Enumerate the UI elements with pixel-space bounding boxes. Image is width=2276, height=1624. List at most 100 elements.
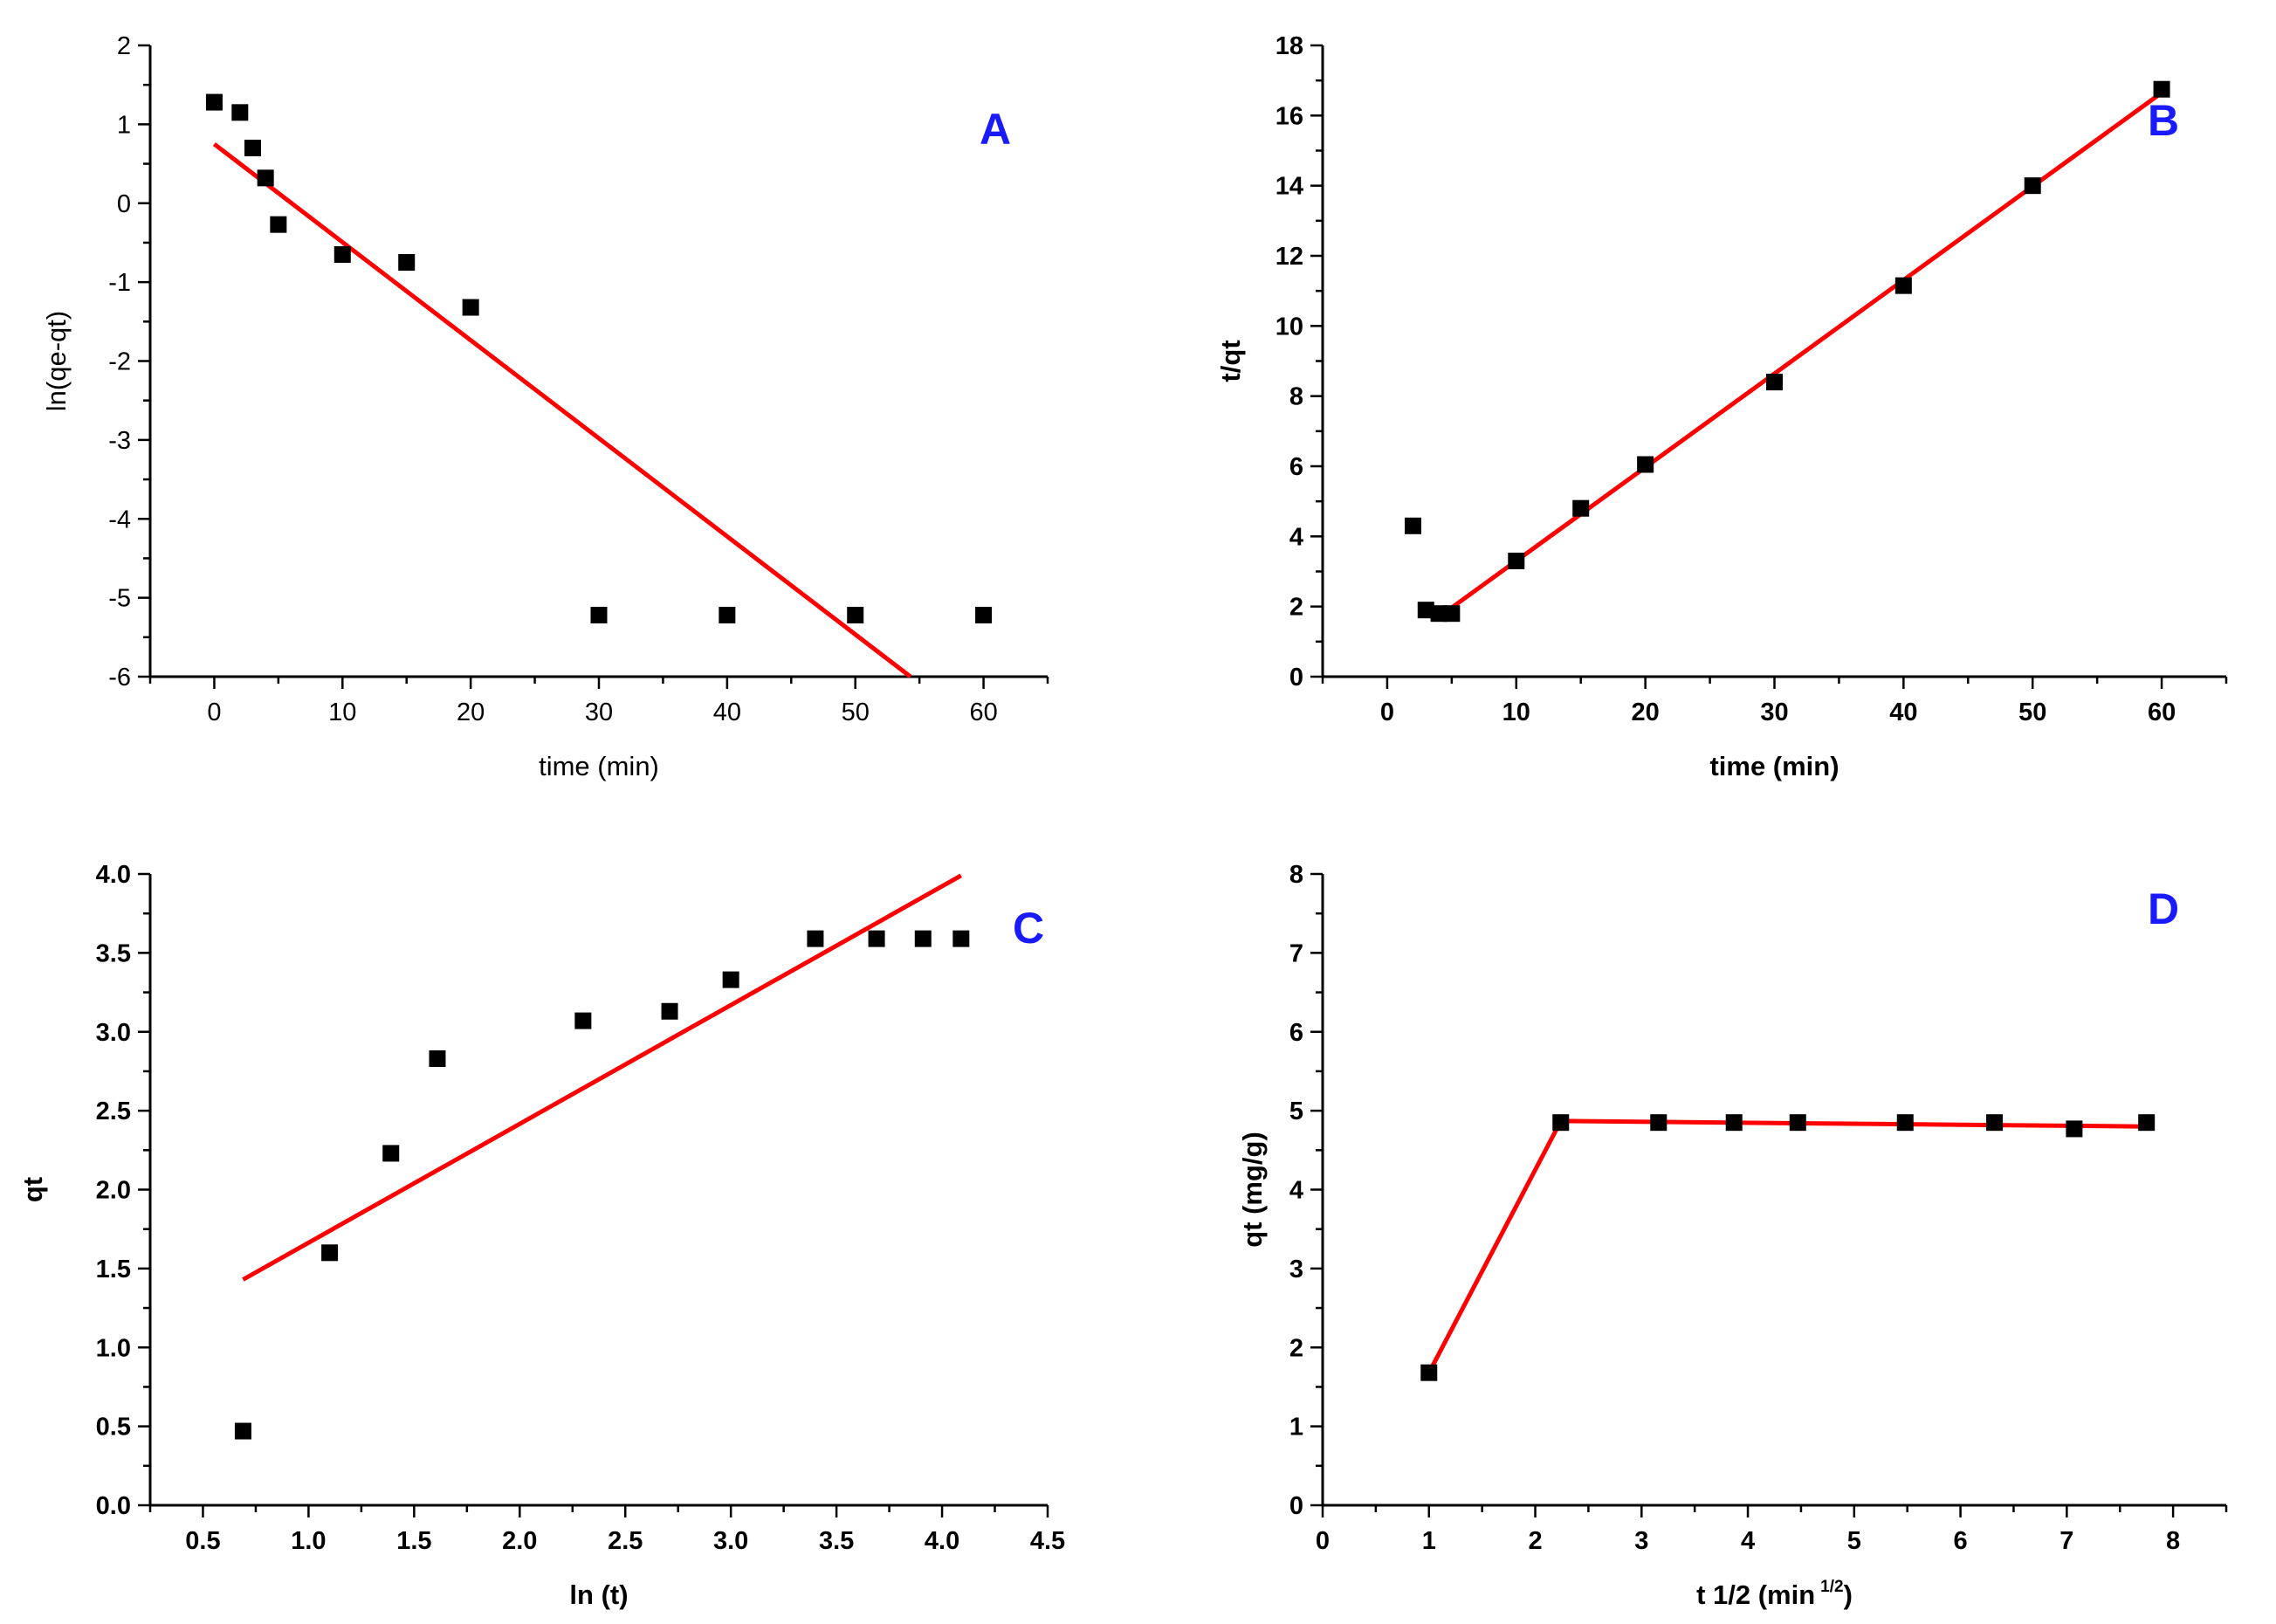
data-point <box>1572 499 1590 517</box>
y-tick-label: 1 <box>117 111 131 139</box>
y-tick-label: 16 <box>1276 102 1303 130</box>
y-tick-label: -2 <box>108 348 131 376</box>
x-tick-label: 30 <box>585 698 613 726</box>
y-tick-label: 2.5 <box>96 1098 131 1125</box>
panel-b-pseudo-second-order: 0 10 20 30 40 50 60 0 2 4 6 8 10 12 14 16 18 time (min) t/… <box>1215 32 2228 781</box>
data-point <box>1405 517 1421 534</box>
x-tick-label: 1.0 <box>291 1527 326 1555</box>
data-point <box>1443 605 1461 623</box>
y-tick-label: 0.0 <box>96 1492 131 1520</box>
x-tick-label: 10 <box>328 698 356 726</box>
data-point <box>574 1012 592 1029</box>
y-tick-label: 0 <box>117 190 131 218</box>
data-point <box>1766 374 1783 391</box>
data-point <box>1789 1114 1806 1132</box>
data-point <box>661 1002 678 1020</box>
x-tick-label: 8 <box>2166 1527 2180 1555</box>
x-tick-label: 40 <box>713 698 741 726</box>
data-point <box>1637 456 1654 473</box>
y-tick-label: -5 <box>108 585 131 613</box>
y-tick-label: 2 <box>1289 594 1303 622</box>
data-point <box>722 971 739 988</box>
data-point <box>1552 1114 1570 1132</box>
y-tick-label: 4 <box>1289 1177 1303 1205</box>
x-tick-label: 20 <box>1632 698 1660 726</box>
x-axis-label: time (min) <box>1709 751 1839 781</box>
y-tick-label: 0 <box>1289 1492 1303 1520</box>
y-tick-label: 0 <box>1289 664 1303 692</box>
y-tick-label: 1.0 <box>96 1334 131 1362</box>
data-point <box>1430 605 1447 623</box>
x-tick-label: 0 <box>207 698 221 726</box>
x-tick-label: 2.5 <box>608 1527 643 1555</box>
x-tick-label: 40 <box>1889 698 1917 726</box>
y-tick-label: 8 <box>1289 861 1303 889</box>
y-tick-label: 4.0 <box>96 861 131 889</box>
y-tick-label: 0.5 <box>96 1414 131 1442</box>
data-point <box>952 930 970 947</box>
panel-label: D <box>2148 884 2179 933</box>
x-tick-label: 5 <box>1847 1527 1861 1555</box>
x-axis-label: time (min) <box>539 751 659 781</box>
data-point <box>1896 1114 1914 1132</box>
x-tick-label: 0 <box>1380 698 1394 726</box>
data-point <box>270 216 287 233</box>
y-axis-label: qt (mg/g) <box>1237 1132 1268 1248</box>
x-tick-label: 10 <box>1502 698 1530 726</box>
y-tick-label: -1 <box>108 269 131 297</box>
y-tick-label: 14 <box>1276 173 1303 201</box>
y-tick-label: -3 <box>108 427 131 455</box>
y-tick-label: 3.0 <box>96 1019 131 1047</box>
y-tick-label: 4 <box>1289 523 1303 551</box>
x-axis-label-close: ) <box>1844 1579 1853 1610</box>
y-axis-label: ln(qe-qt) <box>41 311 72 411</box>
y-tick-label: 12 <box>1276 243 1303 271</box>
x-tick-label: 2 <box>1528 1527 1542 1555</box>
fit-line <box>1437 91 2163 619</box>
x-tick-label: 1.5 <box>396 1527 431 1555</box>
y-tick-label: -6 <box>108 664 131 692</box>
y-axis-label: t/qt <box>1215 340 1246 382</box>
data-point <box>321 1244 339 1262</box>
x-tick-label: 4.5 <box>1030 1527 1065 1555</box>
fit-line <box>242 873 963 1282</box>
panel-label: C <box>1013 904 1044 953</box>
data-point <box>1650 1114 1667 1132</box>
x-tick-label: 0.5 <box>185 1527 220 1555</box>
data-point <box>1420 1364 1438 1381</box>
y-tick-label: 6 <box>1289 453 1303 481</box>
y-axis-label: qt <box>17 1177 48 1202</box>
data-point <box>868 930 885 947</box>
data-point <box>1508 552 1525 569</box>
data-point <box>2153 80 2170 98</box>
x-tick-label: 2.0 <box>502 1527 537 1555</box>
data-point <box>205 93 223 111</box>
x-tick-label: 30 <box>1760 698 1788 726</box>
x-tick-label: 4.0 <box>925 1527 959 1555</box>
y-tick-label: 3 <box>1289 1256 1303 1283</box>
data-point <box>462 299 479 316</box>
data-point <box>231 104 249 121</box>
data-point <box>333 245 351 263</box>
panel-d-intraparticle-diffusion: 0 1 2 3 4 5 6 7 8 0 1 2 3 4 5 6 7 8 t 1/2 (min 1/2) qt (mg/g… <box>1237 861 2228 1610</box>
y-tick-label: 6 <box>1289 1019 1303 1047</box>
x-tick-label: 3 <box>1634 1527 1648 1555</box>
data-point <box>1894 277 1912 294</box>
y-tick-label: 2 <box>117 32 131 60</box>
y-tick-label: 1 <box>1289 1414 1303 1442</box>
data-point <box>847 607 864 624</box>
data-point <box>429 1049 446 1067</box>
data-point <box>244 139 261 156</box>
data-point <box>234 1422 251 1440</box>
x-tick-label: 4 <box>1741 1527 1755 1555</box>
y-tick-label: 5 <box>1289 1098 1303 1125</box>
x-axis-label: t 1/2 (min 1/2) <box>1696 1578 1853 1610</box>
x-tick-label: 7 <box>2059 1527 2073 1555</box>
x-tick-label: 50 <box>2018 698 2046 726</box>
y-tick-label: 1.5 <box>96 1256 131 1283</box>
data-point <box>914 930 932 947</box>
y-tick-label: 8 <box>1289 383 1303 411</box>
x-tick-label: 60 <box>2148 698 2176 726</box>
panel-c-elovich: 0.5 1.0 1.5 2.0 2.5 3.0 3.5 4.0 4.5 0.0 0.5 1.0 1.5 2… <box>17 861 1065 1610</box>
x-tick-label: 1 <box>1422 1527 1436 1555</box>
